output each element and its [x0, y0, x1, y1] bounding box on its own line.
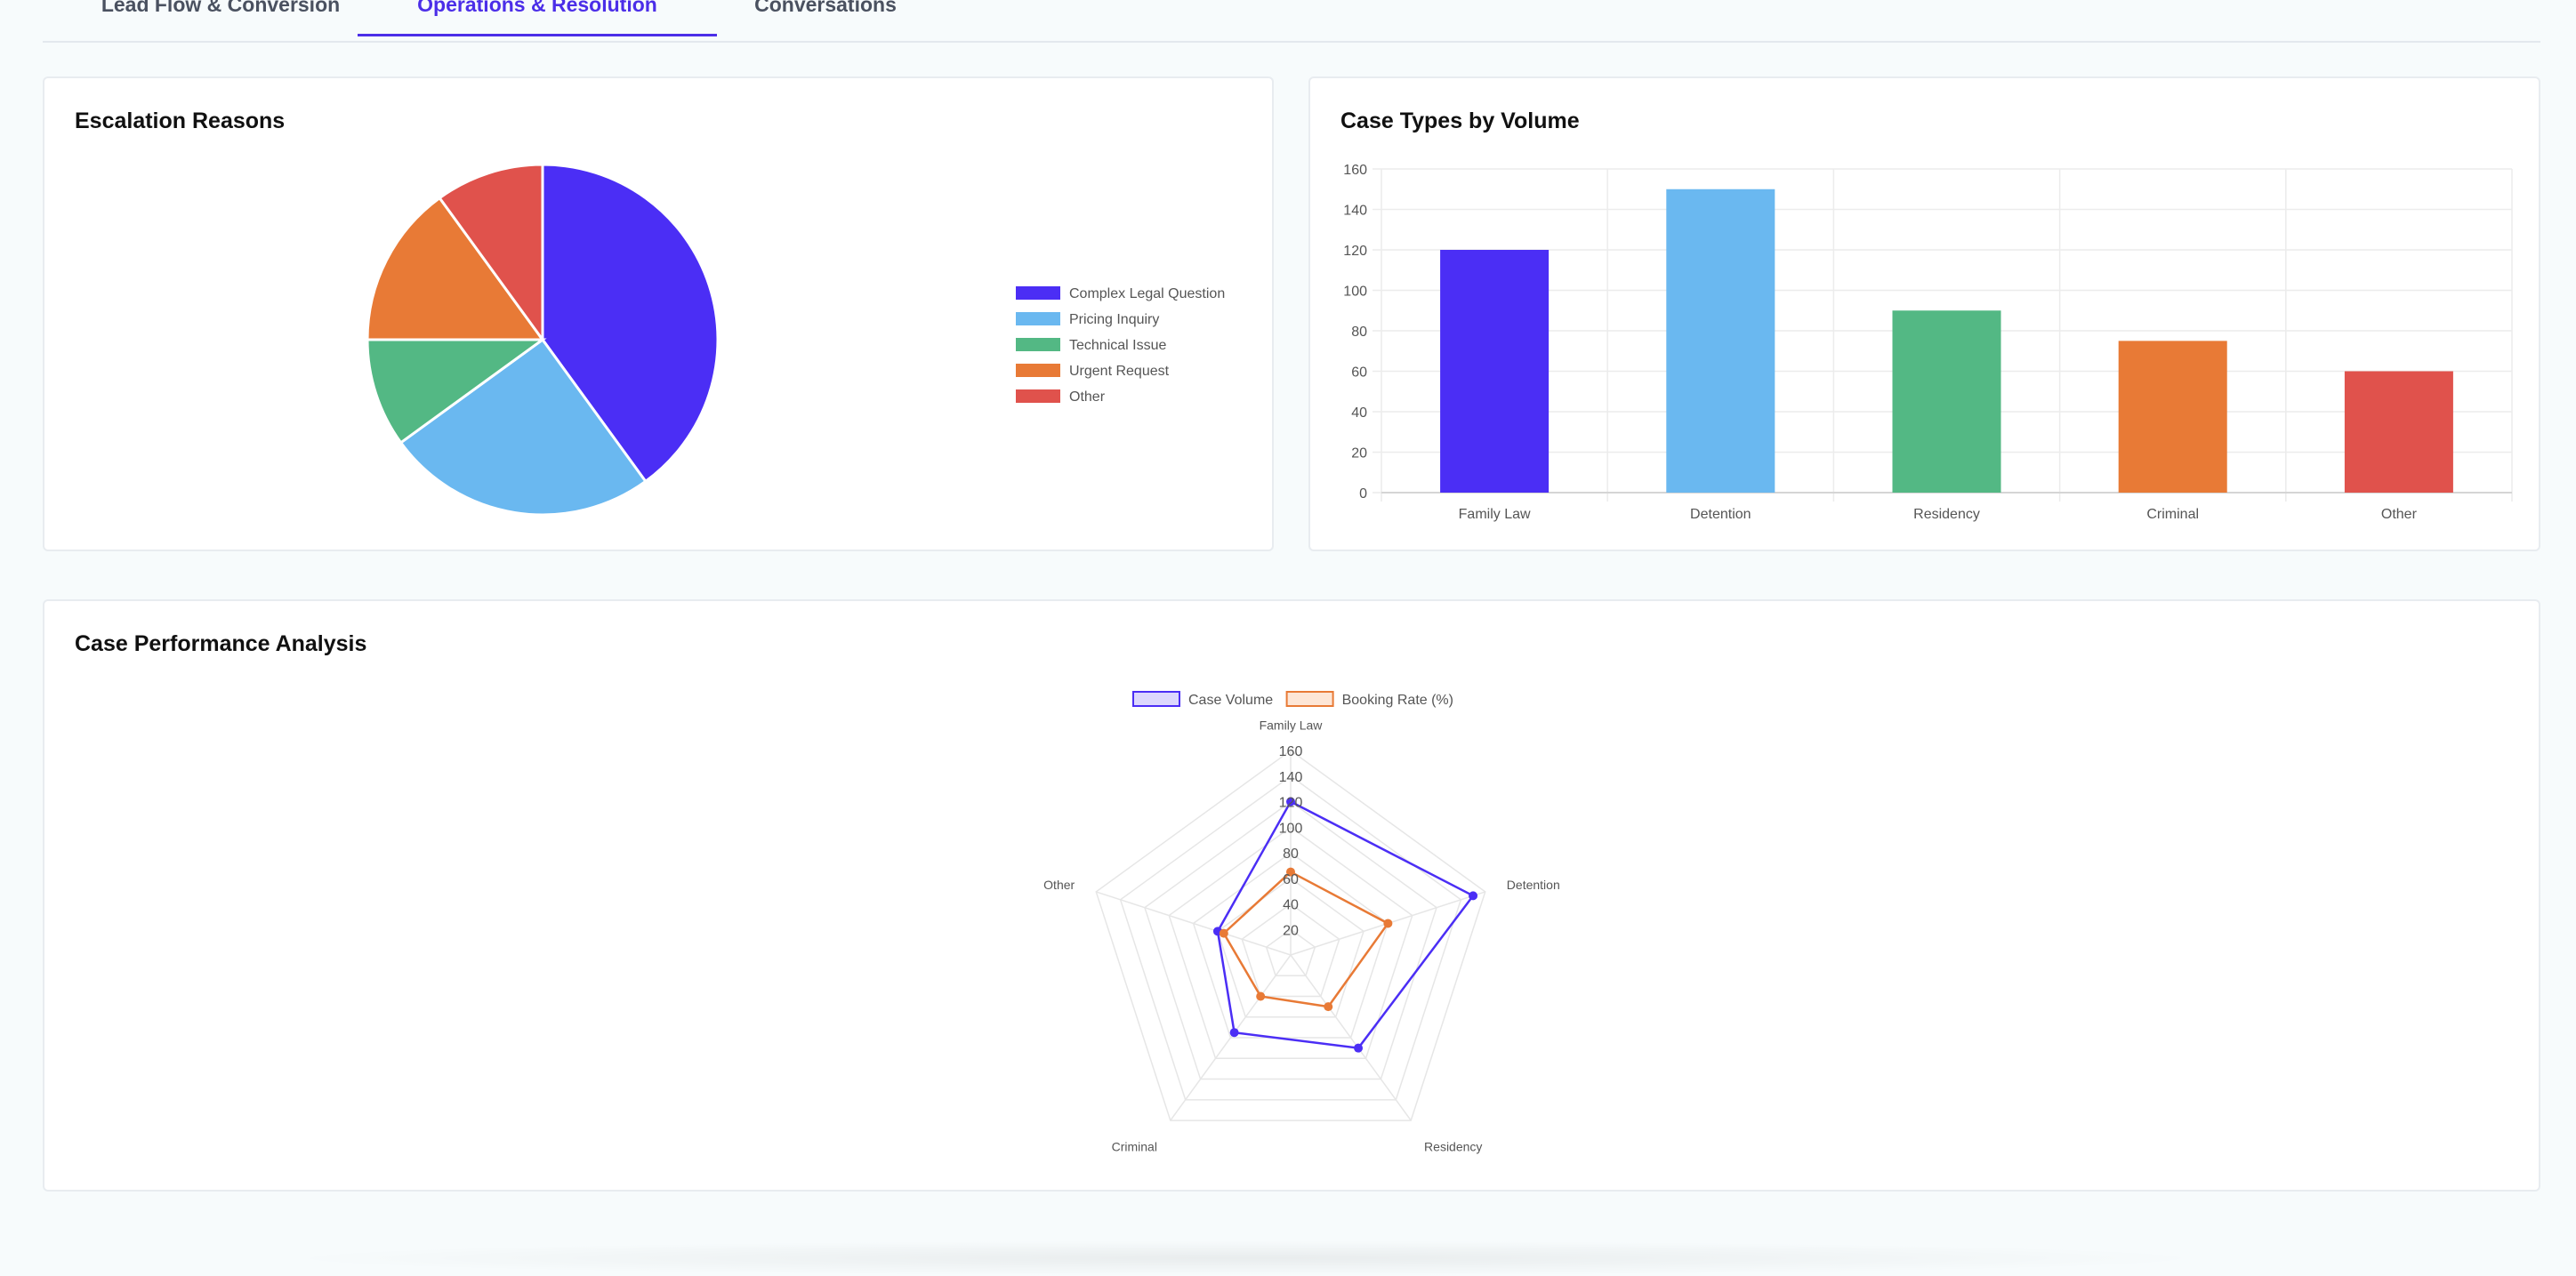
- case-types-title: Case Types by Volume: [1340, 108, 1580, 133]
- legend-label: Other: [1069, 389, 1106, 405]
- radar-tick-label: 100: [1279, 821, 1303, 836]
- radar-series-booking-rate: [1222, 871, 1390, 1008]
- tab-operations[interactable]: Operations & Resolution: [358, 0, 717, 36]
- bar-family-law[interactable]: [1440, 250, 1550, 493]
- escalation-pie-chart: Complex Legal Question Pricing Inquiry Tec…: [366, 163, 1225, 517]
- radar-legend-label: Case Volume: [1188, 693, 1273, 708]
- radar-gridline: [1168, 826, 1413, 1060]
- radar-axis-label: Criminal: [1112, 1140, 1157, 1154]
- y-tick-label: 80: [1351, 325, 1367, 340]
- radar-tick-label: 20: [1283, 923, 1299, 938]
- radar-gridline: [1241, 903, 1340, 998]
- tab-conversations[interactable]: Conversations: [754, 0, 897, 16]
- radar-series-case-volume: [1216, 799, 1475, 1049]
- radar-spoke: [1096, 891, 1292, 956]
- bar-residency[interactable]: [1892, 310, 2001, 493]
- radar-axis-label: Detention: [1507, 878, 1560, 892]
- escalation-title: Escalation Reasons: [75, 108, 286, 133]
- pie-slice-other[interactable]: [438, 163, 544, 344]
- pie-slice-urgent-request[interactable]: [366, 196, 545, 341]
- legend-label: Complex Legal Question: [1069, 286, 1225, 301]
- case-types-card: Case Types by Volume 0 20 40 60 80 100 120 140 1…: [1308, 76, 2540, 551]
- y-tick-label: 40: [1351, 405, 1367, 421]
- radar-tick-label: 160: [1279, 744, 1303, 759]
- legend-swatch: [1016, 312, 1060, 325]
- radar-point[interactable]: [1286, 867, 1295, 877]
- radar-point[interactable]: [1324, 1002, 1333, 1012]
- radar-gridline: [1095, 750, 1486, 1121]
- escalation-card: Escalation Reasons Complex Legal Questio…: [43, 76, 1274, 551]
- x-tick-label: Other: [2381, 507, 2418, 522]
- y-tick-label: 100: [1343, 285, 1367, 300]
- radar-point[interactable]: [1286, 797, 1295, 807]
- performance-radar-chart: 20 40 60 80 100 120 140 160 Family Law Detention R…: [1043, 691, 1560, 1154]
- radar-point[interactable]: [1219, 928, 1228, 938]
- x-tick-label: Detention: [1690, 507, 1751, 522]
- radar-tick-label: 120: [1279, 796, 1303, 811]
- bar-criminal[interactable]: [2118, 341, 2227, 493]
- radar-legend-label: Booking Rate (%): [1342, 693, 1453, 708]
- radar-tick-label: 60: [1283, 872, 1299, 887]
- y-tick-label: 120: [1343, 244, 1367, 259]
- tab-bar: Lead Flow & Conversion Operations & Reso…: [43, 0, 2540, 43]
- bar-detention[interactable]: [1666, 189, 1775, 493]
- pie-slice-complex-legal-question[interactable]: [541, 163, 720, 484]
- radar-legend-swatch: [1285, 691, 1334, 707]
- radar-point[interactable]: [1383, 919, 1393, 928]
- radar-tick-label: 40: [1283, 898, 1299, 913]
- radar-point[interactable]: [1469, 891, 1478, 901]
- x-tick-label: Family Law: [1459, 507, 1531, 522]
- radar-gridline: [1119, 774, 1462, 1101]
- radar-axis-label: Other: [1043, 878, 1075, 892]
- radar-axis-label: Family Law: [1260, 718, 1324, 733]
- x-tick-label: Residency: [1913, 507, 1980, 522]
- radar-point[interactable]: [1229, 1028, 1239, 1038]
- pie-slice-technical-issue[interactable]: [366, 338, 547, 445]
- y-tick-label: 0: [1359, 486, 1367, 502]
- bottom-shadow: [267, 1240, 2224, 1276]
- legend-swatch: [1016, 338, 1060, 351]
- radar-spoke: [1170, 954, 1292, 1121]
- radar-tick-label: 140: [1279, 770, 1303, 785]
- radar-axis-label: Residency: [1424, 1140, 1482, 1154]
- y-tick-label: 20: [1351, 446, 1367, 461]
- case-types-bar-chart: 0 20 40 60 80 100 120 140 160 Family Law Detention…: [1343, 163, 2513, 522]
- radar-gridline: [1217, 877, 1364, 1018]
- legend-swatch: [1016, 286, 1060, 300]
- radar-legend-swatch: [1132, 691, 1180, 707]
- tab-lead-flow[interactable]: Lead Flow & Conversion: [101, 0, 341, 16]
- radar-gridline: [1144, 800, 1437, 1080]
- legend-label: Urgent Request: [1069, 364, 1170, 379]
- bar-other[interactable]: [2344, 371, 2453, 494]
- radar-tick-label: 80: [1283, 847, 1299, 862]
- pie-slice-pricing-inquiry[interactable]: [398, 337, 648, 517]
- y-tick-label: 60: [1351, 365, 1367, 381]
- y-tick-label: 140: [1343, 204, 1367, 219]
- legend-label: Technical Issue: [1069, 338, 1166, 353]
- y-tick-label: 160: [1343, 163, 1367, 178]
- radar-gridline: [1265, 928, 1316, 977]
- radar-point[interactable]: [1354, 1043, 1364, 1053]
- performance-card: Case Performance Analysis 20 40 60 80 100 120…: [43, 599, 2540, 1192]
- legend-swatch: [1016, 389, 1060, 403]
- legend-label: Pricing Inquiry: [1069, 312, 1159, 327]
- radar-spoke: [1290, 954, 1412, 1121]
- x-tick-label: Criminal: [2146, 507, 2199, 522]
- legend-swatch: [1016, 364, 1060, 377]
- performance-title: Case Performance Analysis: [75, 631, 367, 656]
- radar-gridline: [1192, 852, 1389, 1039]
- radar-point[interactable]: [1256, 991, 1266, 1001]
